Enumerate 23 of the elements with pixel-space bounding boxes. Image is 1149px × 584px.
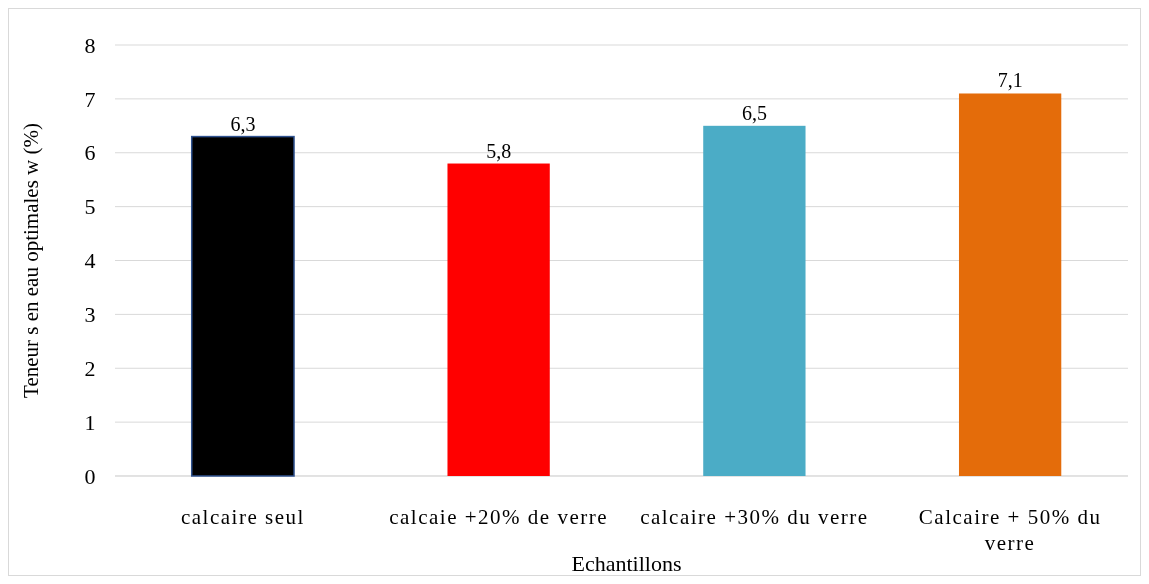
y-tick-label: 4 (84, 248, 96, 274)
y-tick-label: 8 (84, 32, 96, 58)
bar (447, 163, 550, 476)
x-tick-label: calcaire seul (180, 505, 305, 529)
x-tick-label: calcaie +20% de verre (389, 505, 609, 529)
data-label: 6,5 (741, 101, 767, 124)
y-tick-label: 2 (84, 355, 96, 381)
x-tick-label: calcaire +30% du verre (640, 505, 869, 529)
bar (958, 93, 1062, 476)
y-tick-label: 6 (84, 140, 96, 166)
y-tick-label: 5 (84, 194, 96, 220)
x-tick-label: Calcaire + 50% du verre (918, 505, 1102, 555)
data-label: 6,3 (230, 112, 256, 135)
y-axis-title: Teneur s en eau optimales w (%) (19, 123, 43, 398)
bar (190, 135, 295, 477)
data-label: 7,1 (997, 69, 1023, 92)
bar (703, 125, 806, 476)
x-axis-title: Echantillons (571, 551, 682, 576)
y-tick-label: 3 (84, 302, 96, 328)
y-tick-label: 1 (84, 409, 96, 435)
y-tick-label: 0 (84, 463, 96, 489)
data-label: 5,8 (486, 139, 512, 162)
y-tick-label: 7 (84, 86, 96, 112)
